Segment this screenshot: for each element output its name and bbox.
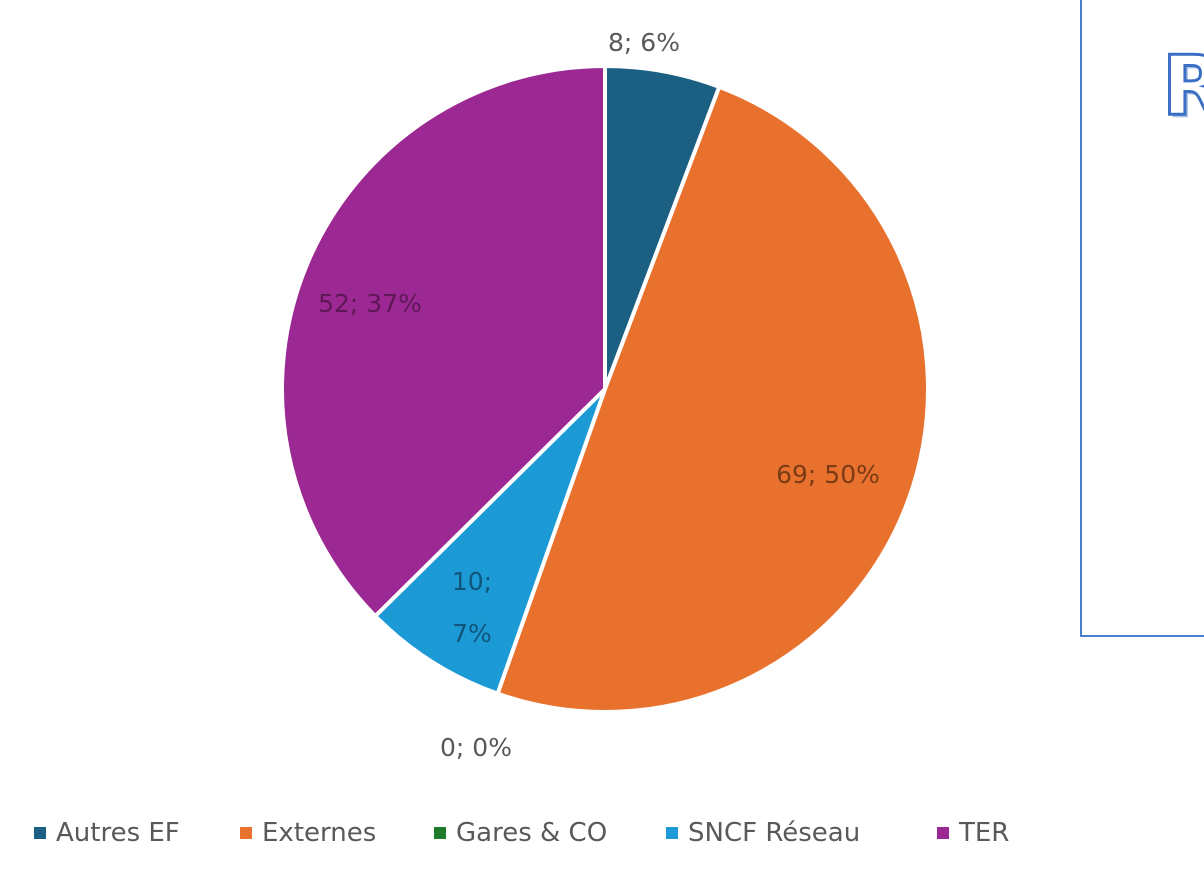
pie-chart: 8; 6% 69; 50% 0; 0% 10; 7% 52; 37% [280,28,930,762]
legend-swatch [240,827,252,839]
pie-slice-sncf-reseau [373,387,607,696]
legend-label: TER [959,818,1010,848]
side-box-title: R [1160,44,1204,129]
legend-item-autres-ef: Autres EF [34,818,180,848]
pie-slices [280,64,930,714]
data-label-sncf-reseau-line-1: 10; [452,567,492,596]
data-label-sncf-reseau-line-2: 7% [452,619,492,648]
legend-swatch [34,827,46,839]
legend-item-externes: Externes [240,818,376,848]
legend-label: SNCF Réseau [688,818,861,848]
pie-slice-externes [495,84,930,714]
legend-label: Externes [262,818,377,848]
legend-label: Autres EF [56,818,180,848]
legend-label: Gares & CO [456,818,608,848]
pie-data-labels: 8; 6% 69; 50% 0; 0% 10; 7% 52; 37% [318,28,880,762]
data-label-autres-ef: 8; 6% [608,28,680,57]
legend-swatch [666,827,678,839]
pie-slice-ter [280,64,607,619]
legend-item-sncf-reseau: SNCF Réseau [666,818,860,848]
legend-item-gares-co: Gares & CO [434,818,607,848]
data-label-ter: 52; 37% [318,289,422,318]
side-text-box: R [1080,0,1204,637]
legend-swatch [434,827,446,839]
data-label-gares-co: 0; 0% [440,733,512,762]
data-label-externes: 69; 50% [776,460,880,489]
legend-item-ter: TER [937,818,1009,848]
legend-swatch [937,827,949,839]
